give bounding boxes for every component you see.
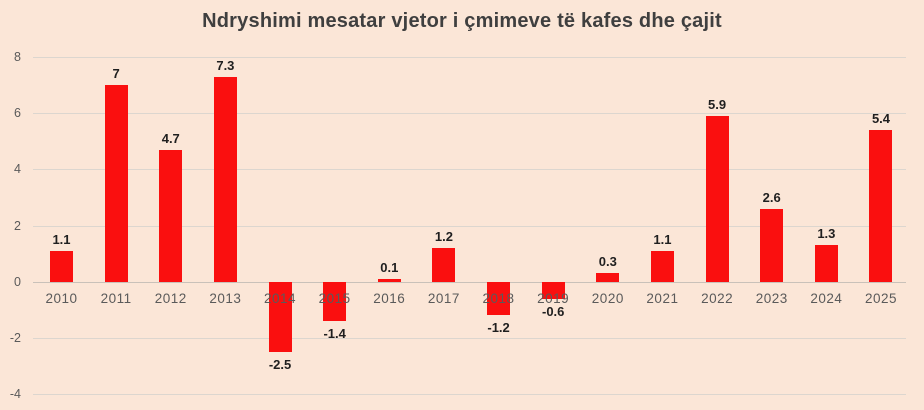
- y-axis-label: 6: [14, 106, 21, 121]
- bar-2021: [650, 250, 674, 282]
- x-axis-label-2024: 2024: [810, 291, 843, 306]
- y-gridline: [33, 113, 906, 115]
- x-axis-label-2018: 2018: [482, 291, 515, 306]
- data-label-2012: 4.7: [161, 130, 180, 146]
- x-axis-label-2023: 2023: [755, 291, 788, 306]
- zero-axis-line: [33, 281, 906, 283]
- data-label-2016: 0.1: [380, 259, 399, 275]
- x-axis-label-2013: 2013: [209, 291, 242, 306]
- x-axis-label-2015: 2015: [318, 291, 351, 306]
- x-axis-label-2021: 2021: [646, 291, 679, 306]
- y-gridline: [33, 394, 906, 396]
- chart-title: Ndryshimi mesatar vjetor i çmimeve të ka…: [202, 10, 722, 32]
- x-axis-label-2014: 2014: [264, 291, 297, 306]
- bar-2010: [50, 250, 73, 282]
- y-gridline: [33, 337, 906, 339]
- x-axis-label-2010: 2010: [45, 291, 78, 306]
- bar-2023: [760, 208, 784, 282]
- bar-2019: [541, 281, 565, 299]
- x-axis-label-2017: 2017: [427, 291, 460, 306]
- data-label-2010: 1.1: [52, 231, 71, 247]
- x-axis-label-2020: 2020: [591, 291, 624, 306]
- y-gridline: [33, 57, 906, 59]
- data-label-2017: 1.2: [434, 229, 453, 244]
- data-label-2020: 0.3: [598, 254, 617, 270]
- data-label-2018: -1.2: [487, 320, 510, 336]
- bar-2016: [377, 278, 401, 282]
- bar-2022: [705, 116, 729, 282]
- bar-2015: [323, 281, 347, 321]
- bar-2012: [159, 149, 183, 282]
- x-axis-label-2016: 2016: [373, 291, 406, 306]
- bar-2020: [596, 273, 620, 282]
- y-axis-label: 0: [14, 274, 21, 289]
- data-label-2022: 5.9: [708, 97, 727, 113]
- y-gridline: [33, 225, 906, 227]
- x-axis-label-2011: 2011: [100, 291, 132, 306]
- bar-2011: [104, 85, 128, 282]
- y-gridline: [33, 169, 906, 171]
- x-axis-label-2012: 2012: [154, 291, 187, 306]
- data-label-2023: 2.6: [762, 189, 781, 205]
- bar-2024: [814, 245, 838, 282]
- y-axis-label: 8: [14, 50, 21, 65]
- data-label-2024: 1.3: [817, 226, 836, 242]
- data-label-2014: -2.5: [268, 356, 292, 372]
- y-axis-label: 2: [14, 218, 21, 233]
- data-label-2019: -0.6: [541, 303, 565, 319]
- bar-2017: [432, 248, 456, 282]
- bar-2025: [869, 130, 893, 282]
- y-axis-label: 4: [14, 162, 21, 177]
- data-label-2015: -1.4: [323, 326, 346, 341]
- x-axis-label-2022: 2022: [701, 291, 734, 306]
- data-label-2013: 7.3: [216, 57, 235, 73]
- data-label-2025: 5.4: [871, 111, 891, 127]
- x-axis-label-2025: 2025: [864, 291, 897, 306]
- x-axis-label-2019: 2019: [537, 291, 570, 306]
- bar-2018: [487, 281, 511, 316]
- data-label-2021: 1.1: [653, 231, 672, 247]
- bar-2014: [268, 281, 292, 352]
- y-axis-label: -2: [9, 330, 21, 345]
- y-axis-label: -4: [9, 387, 21, 402]
- data-label-2011: 7: [112, 66, 120, 82]
- bar-2013: [213, 76, 237, 282]
